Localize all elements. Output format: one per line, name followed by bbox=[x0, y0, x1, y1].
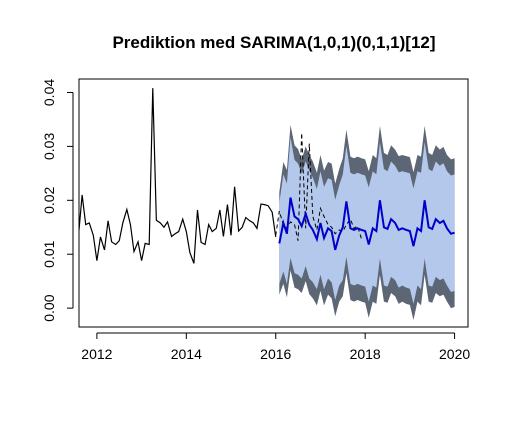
forecast-line bbox=[278, 197, 455, 251]
band-80 bbox=[279, 137, 455, 304]
x-tick-label: 2018 bbox=[350, 346, 381, 362]
observed-line bbox=[79, 88, 277, 264]
y-tick-label: 0.01 bbox=[41, 240, 57, 267]
y-axis: 0.00 0.01 0.02 0.03 0.04 bbox=[41, 79, 74, 322]
y-tick-label: 0.03 bbox=[41, 133, 57, 160]
y-tick-label: 0.00 bbox=[41, 294, 57, 321]
y-tick-label: 0.02 bbox=[41, 186, 57, 213]
x-tick-label: 2012 bbox=[81, 346, 112, 362]
x-tick-label: 2016 bbox=[260, 346, 291, 362]
plot-frame bbox=[78, 78, 469, 328]
x-tick-label: 2014 bbox=[171, 346, 202, 362]
prediction-bands bbox=[279, 124, 455, 320]
x-axis: 2012 2014 2016 2018 2020 bbox=[81, 332, 470, 362]
chart-title: Prediktion med SARIMA(1,0,1)(0,1,1)[12] bbox=[112, 33, 435, 52]
series-lines bbox=[79, 88, 455, 264]
x-tick-label: 2020 bbox=[439, 346, 470, 362]
y-tick-label: 0.04 bbox=[41, 79, 57, 106]
actual-dashed-line bbox=[275, 132, 363, 241]
